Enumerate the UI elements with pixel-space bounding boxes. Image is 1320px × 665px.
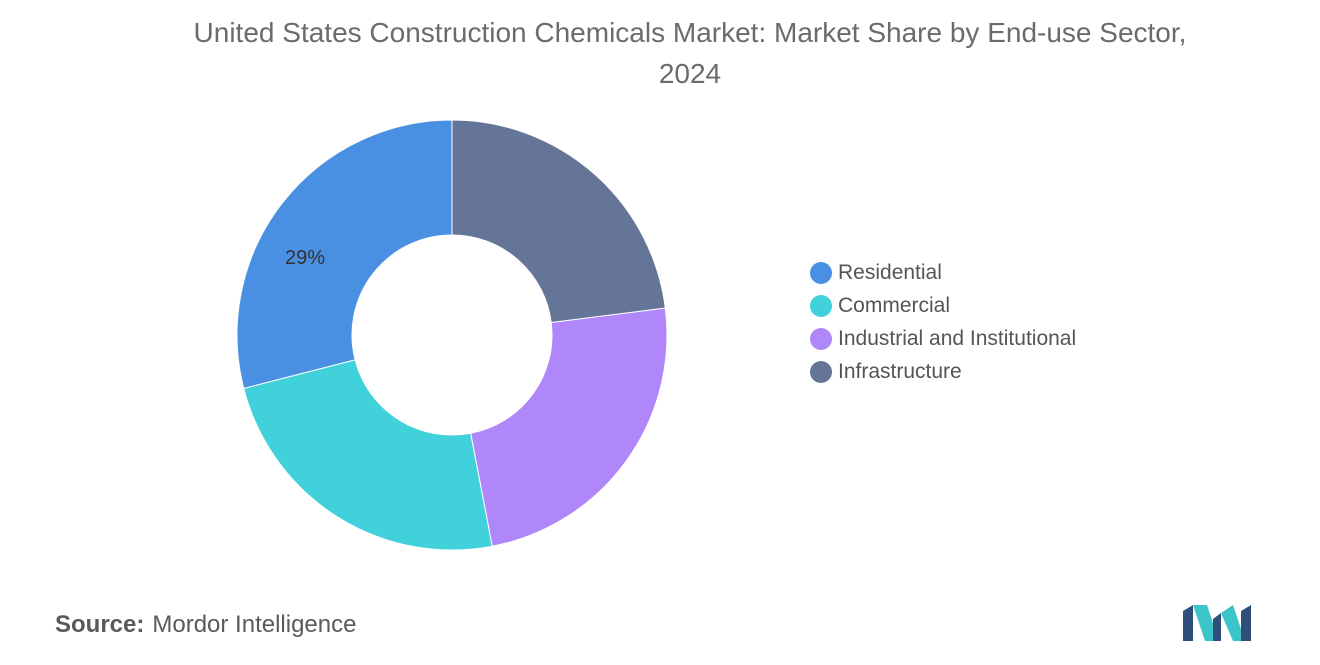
data-label-residential: 29% bbox=[285, 247, 325, 269]
legend-item: Industrial and Institutional bbox=[810, 322, 1076, 355]
slice-residential bbox=[236, 119, 453, 390]
slice-commercial bbox=[243, 359, 493, 551]
legend-swatch bbox=[810, 327, 832, 350]
source-value: Mordor Intelligence bbox=[152, 611, 357, 638]
slice-infrastructure bbox=[451, 119, 666, 324]
legend-label: Commercial bbox=[838, 293, 951, 317]
legend-swatch bbox=[810, 294, 832, 317]
legend-item: Infrastructure bbox=[810, 355, 1076, 388]
legend-item: Commercial bbox=[810, 289, 1076, 322]
source-note: Source: Mordor Intelligence bbox=[55, 611, 356, 639]
slice-industrial-and-institutional bbox=[470, 307, 668, 547]
mordor-intelligence-logo bbox=[1183, 605, 1251, 641]
legend-item: Residential bbox=[810, 256, 1076, 289]
chart-title: United States Construction Chemicals Mar… bbox=[193, 17, 1187, 89]
legend-label: Infrastructure bbox=[838, 359, 962, 383]
legend-swatch bbox=[810, 261, 832, 284]
source-label: Source: bbox=[55, 611, 145, 638]
legend-label: Residential bbox=[838, 260, 942, 284]
chart-legend: Residential Commercial Industrial and Inst… bbox=[810, 256, 1076, 388]
legend-label: Industrial and Institutional bbox=[838, 326, 1077, 350]
legend-swatch bbox=[810, 360, 832, 383]
